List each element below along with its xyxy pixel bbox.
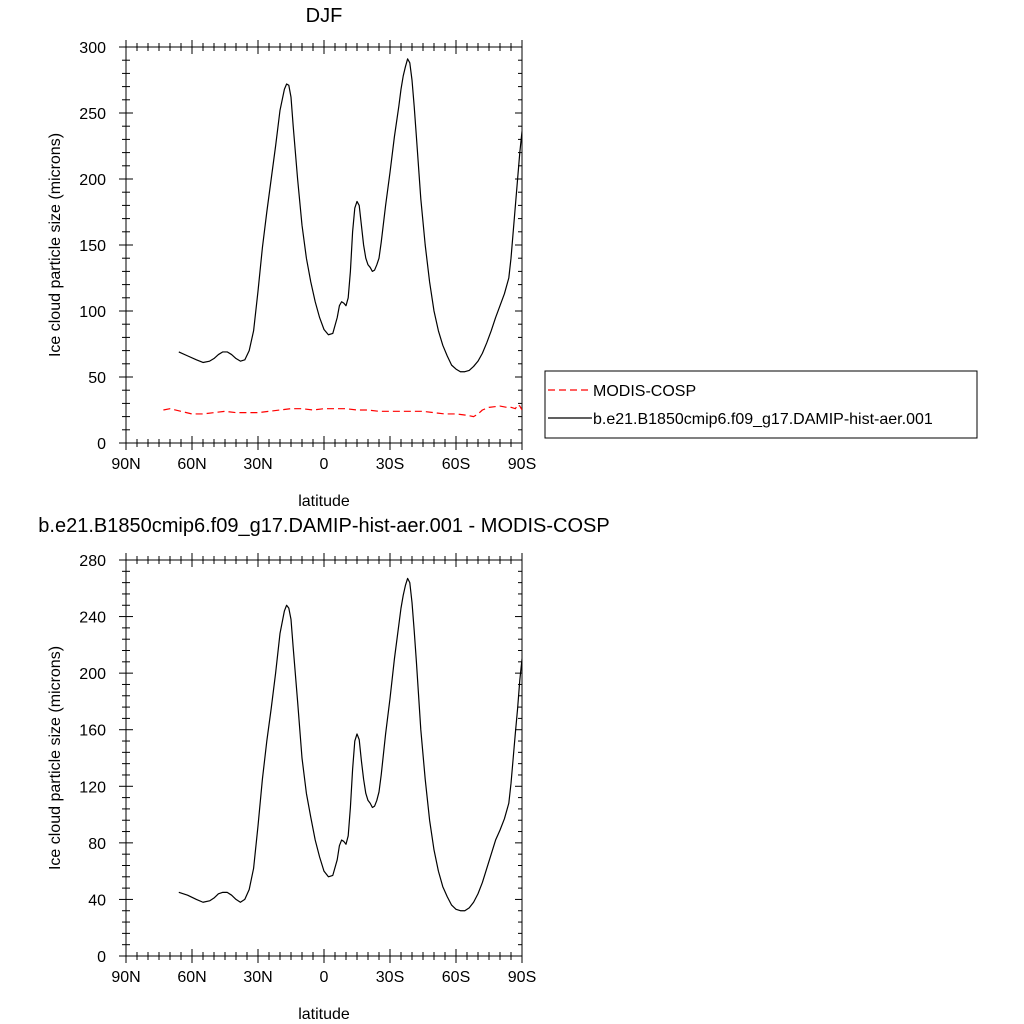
y-tick-label: 120 [79,779,106,796]
chart-title: b.e21.B1850cmip6.f09_g17.DAMIP-hist-aer.… [38,515,609,537]
x-axis-label: latitude [298,1006,350,1023]
chart-title: DJF [306,5,343,27]
y-tick-label: 250 [79,106,106,123]
y-tick-label: 50 [88,370,106,387]
x-axis-label: latitude [298,493,350,510]
y-tick-label: 100 [79,304,106,321]
x-tick-label: 30S [376,969,404,986]
x-tick-label: 30N [243,969,272,986]
y-tick-label: 200 [79,172,106,189]
series-line-difference [178,577,522,912]
y-tick-label: 200 [79,666,106,683]
series-line-b-e21-b1850cmip6-f09-g17-damip-hist-aer-001 [178,58,522,373]
x-tick-label: 0 [320,456,329,473]
y-axis-label: Ice cloud particle size (microns) [47,646,64,870]
x-tick-label: 90N [111,456,140,473]
x-tick-label: 30S [376,456,404,473]
plot-frame [125,46,523,444]
legend-box [544,370,978,439]
x-tick-label: 0 [320,969,329,986]
x-tick-label: 90S [508,456,536,473]
y-tick-label: 150 [79,238,106,255]
chart-panel-2: 90N 60N 30N 0 30S 60S 90S 0 40 80 120 160 200 240 280 b… [38,515,609,1023]
y-tick-label: 0 [97,949,106,966]
x-tick-label: 30N [243,456,272,473]
legend-label: MODIS-COSP [593,383,696,400]
y-tick-label: 40 [88,892,106,909]
y-axis-label: Ice cloud particle size (microns) [47,133,64,357]
legend-label: b.e21.B1850cmip6.f09_g17.DAMIP-hist-aer.… [593,411,933,428]
y-tick-label: 160 [79,723,106,740]
x-tick-label: 60S [442,456,470,473]
x-tick-label: 60N [177,969,206,986]
y-tick-label: 280 [79,553,106,570]
y-tick-label: 240 [79,610,106,627]
y-tick-label: 80 [88,836,106,853]
x-tick-label: 60N [177,456,206,473]
chart-panel-1: 90N 60N 30N 0 30S 60S 90S 0 50 100 150 200 250 300 DJF… [47,5,978,510]
y-tick-label: 300 [79,40,106,57]
legend: MODIS-COSP b.e21.B1850cmip6.f09_g17.DAMIP… [544,370,978,439]
y-tick-label: 0 [97,436,106,453]
series-line-modis-cosp [163,404,522,418]
x-tick-label: 90S [508,969,536,986]
plot-frame [125,559,523,957]
x-tick-label: 90N [111,969,140,986]
x-tick-label: 60S [442,969,470,986]
